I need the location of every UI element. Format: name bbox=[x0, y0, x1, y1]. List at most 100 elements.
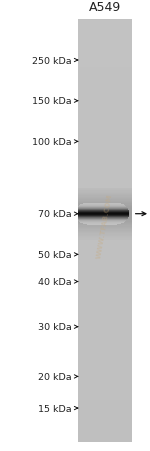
Bar bbox=[78, 326, 132, 331]
Text: A549: A549 bbox=[89, 0, 121, 14]
Bar bbox=[78, 198, 132, 200]
Bar bbox=[78, 389, 132, 395]
Bar bbox=[78, 268, 132, 273]
Bar bbox=[78, 242, 132, 247]
Bar bbox=[78, 405, 132, 410]
Bar bbox=[78, 202, 132, 204]
Bar bbox=[78, 115, 132, 120]
Bar bbox=[78, 207, 132, 208]
Bar bbox=[78, 205, 132, 210]
Bar bbox=[78, 126, 132, 131]
Bar bbox=[78, 131, 132, 136]
Bar bbox=[78, 231, 132, 232]
Bar bbox=[78, 31, 132, 36]
Bar bbox=[78, 225, 132, 226]
Bar bbox=[78, 199, 132, 205]
Bar bbox=[78, 226, 132, 231]
Bar bbox=[78, 173, 132, 179]
Bar bbox=[78, 78, 132, 83]
Bar bbox=[78, 347, 132, 352]
Bar bbox=[78, 68, 132, 73]
Bar bbox=[78, 229, 132, 230]
Bar bbox=[78, 26, 132, 31]
Bar bbox=[78, 236, 132, 238]
Bar bbox=[78, 201, 132, 202]
Bar bbox=[78, 232, 132, 234]
Bar bbox=[78, 46, 132, 52]
Bar bbox=[78, 231, 132, 236]
Bar bbox=[78, 218, 132, 220]
Text: WWW.TFAB.COM: WWW.TFAB.COM bbox=[96, 193, 114, 258]
Bar bbox=[78, 20, 132, 442]
Bar bbox=[78, 321, 132, 326]
Bar bbox=[78, 279, 132, 284]
Text: 100 kDa: 100 kDa bbox=[32, 138, 72, 147]
Bar bbox=[78, 120, 132, 126]
Bar bbox=[78, 416, 132, 421]
Bar bbox=[78, 395, 132, 400]
Bar bbox=[78, 215, 132, 221]
Bar bbox=[78, 217, 132, 218]
Bar bbox=[78, 342, 132, 347]
Bar bbox=[78, 200, 132, 201]
Bar bbox=[78, 142, 132, 147]
Bar bbox=[78, 191, 132, 192]
Bar bbox=[78, 136, 132, 142]
Bar bbox=[78, 221, 132, 226]
Bar bbox=[78, 20, 132, 26]
Bar bbox=[78, 223, 132, 225]
Bar bbox=[78, 41, 132, 46]
Bar bbox=[78, 336, 132, 342]
Bar bbox=[78, 205, 132, 207]
Bar bbox=[78, 432, 132, 437]
Bar bbox=[78, 379, 132, 384]
Bar bbox=[78, 214, 132, 216]
Bar bbox=[78, 184, 132, 189]
Bar bbox=[78, 204, 132, 205]
Bar bbox=[78, 426, 132, 432]
Bar bbox=[78, 289, 132, 295]
Bar bbox=[78, 63, 132, 68]
Bar bbox=[78, 179, 132, 184]
Bar bbox=[78, 210, 132, 215]
Bar bbox=[78, 57, 132, 63]
Bar bbox=[78, 221, 132, 222]
Bar bbox=[78, 36, 132, 41]
Bar bbox=[78, 213, 132, 214]
Bar bbox=[78, 305, 132, 310]
Bar bbox=[78, 209, 132, 210]
Bar bbox=[78, 89, 132, 94]
Bar bbox=[78, 400, 132, 405]
Bar bbox=[78, 220, 132, 221]
Bar bbox=[78, 363, 132, 368]
Bar bbox=[78, 358, 132, 363]
Bar bbox=[78, 227, 132, 229]
Bar bbox=[78, 352, 132, 358]
Text: 70 kDa: 70 kDa bbox=[38, 210, 72, 219]
Bar bbox=[78, 208, 132, 209]
Bar bbox=[78, 239, 132, 240]
Bar bbox=[78, 421, 132, 426]
Bar bbox=[78, 299, 132, 305]
Bar bbox=[78, 105, 132, 110]
Text: 250 kDa: 250 kDa bbox=[32, 56, 72, 65]
Bar bbox=[78, 189, 132, 191]
Bar bbox=[78, 83, 132, 89]
Bar bbox=[78, 94, 132, 99]
Bar bbox=[78, 236, 132, 242]
Bar bbox=[78, 157, 132, 163]
Bar bbox=[78, 210, 132, 212]
Bar bbox=[78, 230, 132, 231]
Bar bbox=[78, 384, 132, 389]
Bar bbox=[78, 295, 132, 299]
Bar bbox=[78, 226, 132, 227]
Bar bbox=[78, 99, 132, 105]
Bar bbox=[78, 212, 132, 213]
Bar bbox=[78, 310, 132, 316]
Bar bbox=[78, 284, 132, 289]
Bar bbox=[78, 194, 132, 199]
Bar bbox=[78, 152, 132, 157]
Bar bbox=[78, 195, 132, 196]
Bar bbox=[78, 168, 132, 173]
Text: 15 kDa: 15 kDa bbox=[38, 404, 72, 413]
